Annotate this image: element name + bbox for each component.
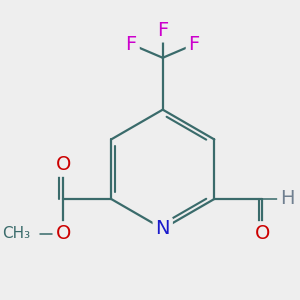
Text: H: H: [280, 190, 295, 208]
Text: O: O: [56, 155, 71, 174]
Text: O: O: [255, 224, 270, 243]
Text: F: F: [157, 21, 168, 40]
Text: F: F: [189, 35, 200, 54]
Text: F: F: [126, 35, 137, 54]
Text: CH₃: CH₃: [2, 226, 31, 241]
Text: O: O: [56, 224, 71, 243]
Text: N: N: [155, 219, 170, 238]
